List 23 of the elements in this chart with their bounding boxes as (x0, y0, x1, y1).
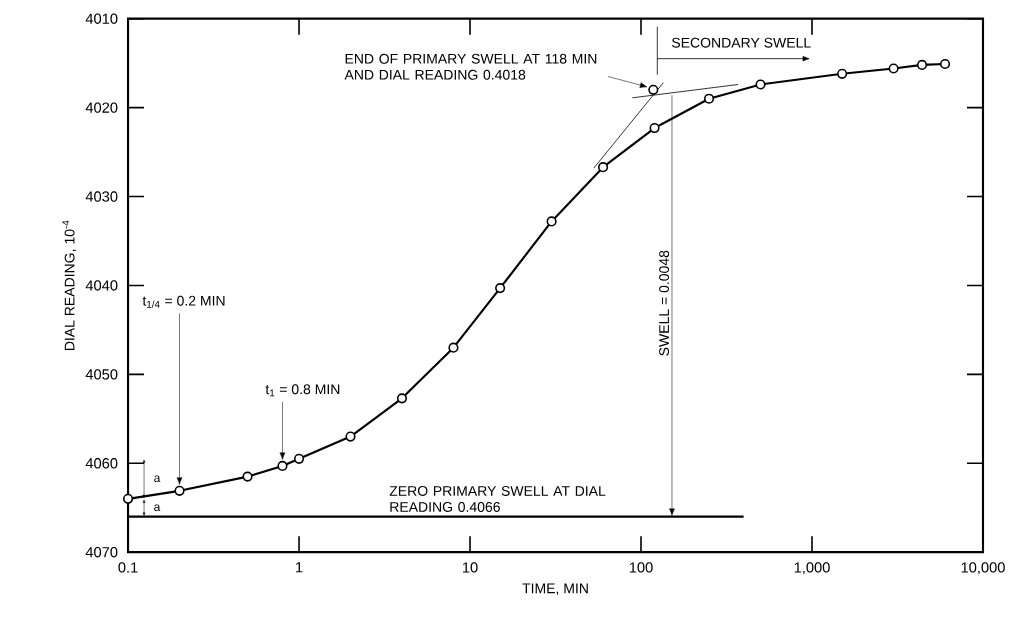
annotation: t$_{1}$ = 0.8 MIN (265, 384, 340, 397)
y-tick-label: 4030 (85, 191, 118, 202)
y-tick-label: 4070 (85, 547, 118, 558)
x-axis-title: TIME, MIN (522, 583, 588, 596)
y-tick-label: 4050 (85, 369, 118, 380)
y-tick-label: 4040 (85, 280, 118, 291)
x-tick-label: 0.1 (118, 562, 138, 573)
x-tick-label: 1,000 (794, 562, 830, 575)
y-axis-title: DIAL READING, 10$^{-4}$ (62, 220, 77, 351)
ref-line-label: ZERO PRIMARY SWELL AT DIAL READING 0.4066 (389, 486, 606, 513)
y-tick-label: 4010 (85, 13, 118, 25)
annotation: t$_{1/4}$ = 0.2 MIN (142, 296, 225, 309)
y-tick-label: 4020 (85, 102, 118, 114)
x-tick-label: 1 (296, 562, 303, 573)
annotation: a (154, 504, 161, 512)
annotation: SECONDARY SWELL (671, 37, 811, 48)
annotation: a (154, 475, 161, 483)
x-tick-label: 10 (462, 562, 478, 573)
annotation: SWELL = 0.0048 (659, 250, 670, 356)
x-tick-label: 10,000 (961, 562, 1005, 575)
annotation: END OF PRIMARY SWELL AT 118 MIN AND DIAL READING 0.4018 (344, 54, 597, 80)
x-tick-label: 100 (629, 562, 653, 573)
y-tick-label: 4060 (85, 458, 118, 469)
